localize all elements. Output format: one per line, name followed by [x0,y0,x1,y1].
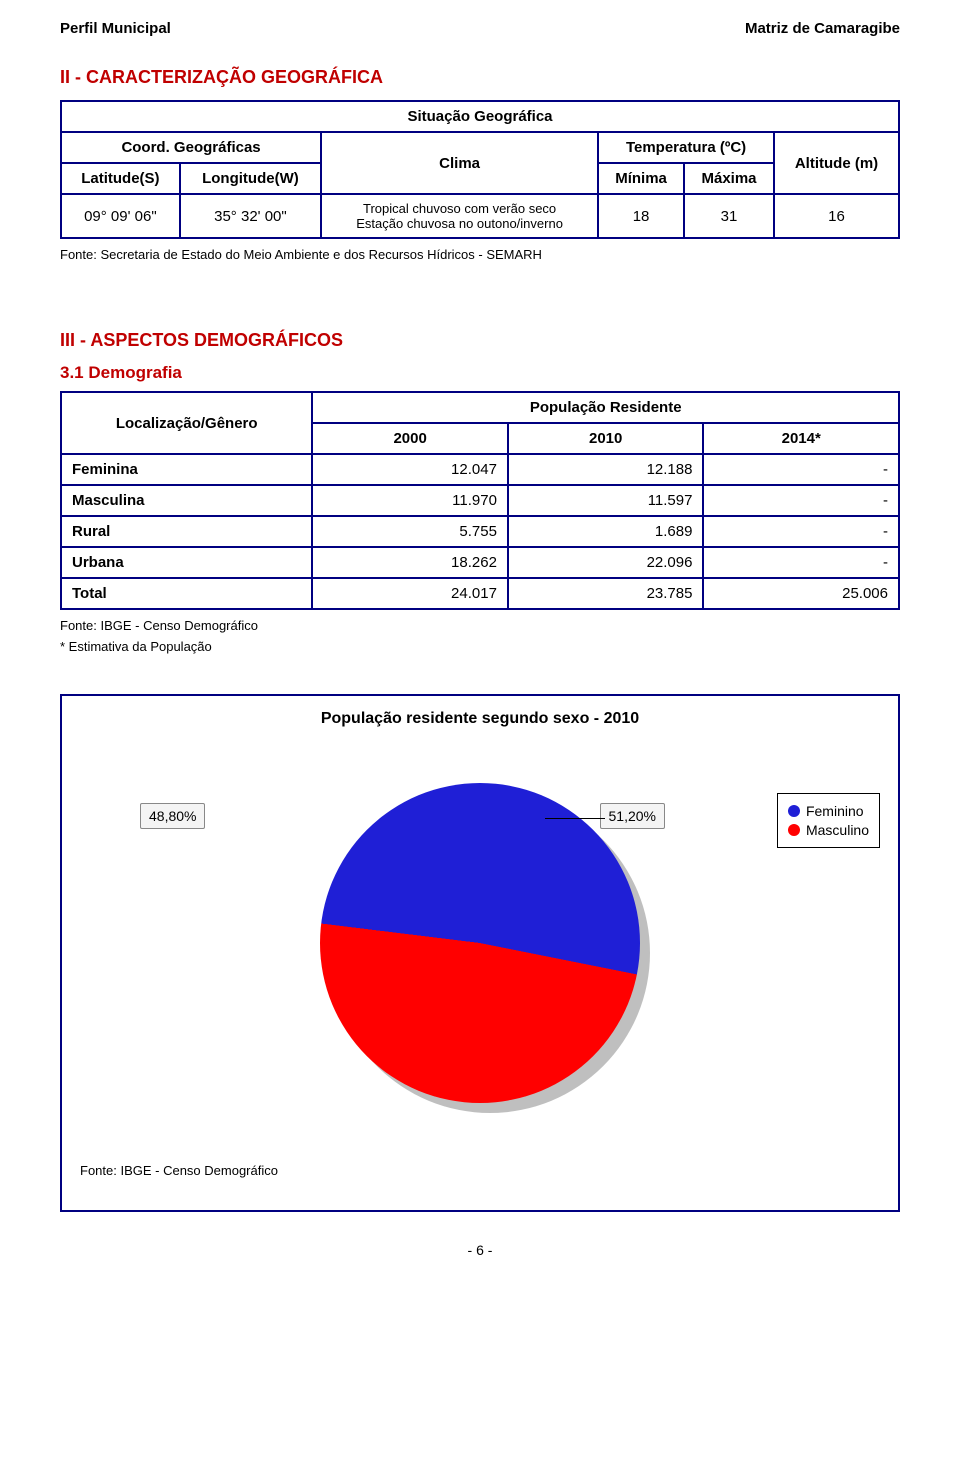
chart-title: População residente segundo sexo - 2010 [80,710,880,728]
row-2000: 12.047 [312,454,508,485]
swatch-feminino [788,805,800,817]
swatch-masculino [788,824,800,836]
row-2014: 25.006 [703,578,899,609]
geo-min: 18 [598,194,684,238]
row-2000: 24.017 [312,578,508,609]
geo-lat-header: Latitude(S) [61,163,180,194]
geo-max: 31 [684,194,774,238]
geo-lon-header: Longitude(W) [180,163,321,194]
row-2010: 11.597 [508,485,704,516]
row-2014: - [703,547,899,578]
demo-table: Localização/Gênero População Residente 2… [60,391,900,610]
chart-box: População residente segundo sexo - 2010 … [60,694,900,1212]
geo-clima-header: Clima [321,132,598,194]
row-2000: 11.970 [312,485,508,516]
demo-note: * Estimativa da População [60,639,900,654]
geo-temp-header: Temperatura (ºC) [598,132,774,163]
legend-masculino: Masculino [788,822,869,838]
pct-feminino: 51,20% [600,803,665,829]
page-number: - 6 - [60,1242,900,1258]
table-row: Total24.01723.78525.006 [61,578,899,609]
legend-label-masculino: Masculino [806,822,869,838]
table-row: Rural5.7551.689- [61,516,899,547]
section3-sub: 3.1 Demografia [60,363,900,383]
pie-chart [320,783,640,1103]
header-right: Matriz de Camaragibe [745,20,900,37]
legend-feminino: Feminino [788,803,869,819]
geo-clima-line2: Estação chuvosa no outono/inverno [330,216,589,231]
geo-lat: 09° 09' 06" [61,194,180,238]
geo-max-header: Máxima [684,163,774,194]
pie [320,783,640,1103]
demo-y2014: 2014* [703,423,899,454]
chart-source: Fonte: IBGE - Censo Demográfico [80,1163,880,1178]
geo-lon: 35° 32' 00" [180,194,321,238]
row-label: Feminina [61,454,312,485]
geo-situacao: Situação Geográfica [61,101,899,132]
row-2014: - [703,485,899,516]
row-2014: - [703,516,899,547]
geo-alt-header: Altitude (m) [774,132,899,194]
lead-line-right [545,818,605,819]
geo-alt: 16 [774,194,899,238]
table-row: Feminina12.04712.188- [61,454,899,485]
demo-source: Fonte: IBGE - Censo Demográfico [60,618,900,633]
demo-pop-header: População Residente [312,392,899,423]
demo-y2010: 2010 [508,423,704,454]
row-label: Rural [61,516,312,547]
legend-label-feminino: Feminino [806,803,864,819]
header-left: Perfil Municipal [60,20,171,37]
demo-y2000: 2000 [312,423,508,454]
geo-source: Fonte: Secretaria de Estado do Meio Ambi… [60,247,900,262]
geo-table: Situação Geográfica Coord. Geográficas C… [60,100,900,239]
row-2014: - [703,454,899,485]
row-label: Total [61,578,312,609]
row-2010: 12.188 [508,454,704,485]
table-row: Masculina11.97011.597- [61,485,899,516]
row-2010: 1.689 [508,516,704,547]
geo-min-header: Mínima [598,163,684,194]
row-2000: 5.755 [312,516,508,547]
section2-title: II - CARACTERIZAÇÃO GEOGRÁFICA [60,67,900,88]
row-label: Masculina [61,485,312,516]
table-row: Urbana18.26222.096- [61,547,899,578]
demo-loc-header: Localização/Gênero [61,392,312,454]
row-2000: 18.262 [312,547,508,578]
row-label: Urbana [61,547,312,578]
chart-area: 48,80% 51,20% Feminino Masculino [80,773,880,1113]
legend: Feminino Masculino [777,793,880,848]
section3-title: III - ASPECTOS DEMOGRÁFICOS [60,330,900,351]
geo-coord-header: Coord. Geográficas [61,132,321,163]
row-2010: 23.785 [508,578,704,609]
geo-clima-line1: Tropical chuvoso com verão seco [330,201,589,216]
row-2010: 22.096 [508,547,704,578]
geo-clima: Tropical chuvoso com verão seco Estação … [321,194,598,238]
pct-masculino: 48,80% [140,803,205,829]
